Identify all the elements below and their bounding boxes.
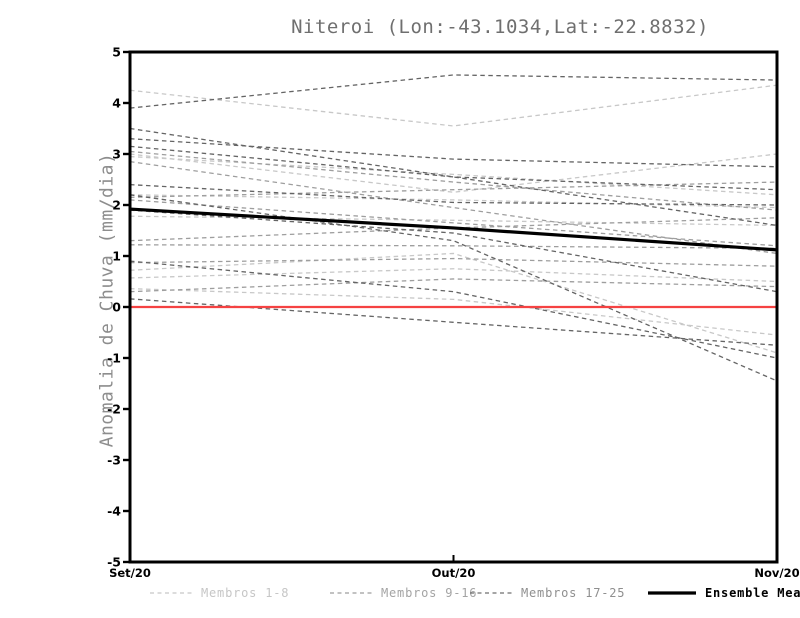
member-line-group1 [129, 287, 778, 336]
ensemble-mean-line [129, 207, 778, 252]
y-tick-label: 3 [112, 147, 121, 162]
y-tick-label: -2 [107, 402, 121, 417]
y-tick-label: 0 [112, 300, 121, 315]
legend: Membros 1-8 Membros 9-16 Membros 17-25 Ense… [0, 585, 800, 603]
y-tick-label: -3 [107, 453, 121, 468]
chart-title: Niteroi (Lon:-43.1034,Lat:-22.8832) [291, 16, 709, 38]
member-line-group1 [129, 194, 778, 209]
y-tick-label: -5 [107, 555, 121, 570]
legend-entry: Ensemble Mean [648, 585, 800, 601]
member-line-group3 [129, 183, 778, 206]
member-line-group1 [129, 155, 778, 196]
member-line-group2 [129, 244, 778, 249]
legend-dashed-line-sample [330, 592, 372, 594]
legend-label: Ensemble Mean [705, 586, 800, 600]
x-tick-label: Set/20 [109, 566, 151, 580]
legend-solid-line-sample [648, 591, 696, 595]
member-line-group2 [129, 257, 778, 267]
member-line-group2 [129, 181, 778, 198]
member-line-group3 [129, 74, 778, 109]
member-line-group3 [129, 138, 778, 168]
member-line-group1 [129, 268, 778, 283]
member-line-group3 [129, 127, 778, 227]
member-line-group3 [129, 194, 778, 382]
legend-label: Membros 17-25 [521, 586, 626, 600]
member-line-group2 [129, 161, 778, 255]
x-tick-label: Out/20 [432, 566, 476, 580]
member-line-group3 [129, 209, 778, 293]
legend-entry: Membros 1-8 [150, 585, 289, 601]
member-line-group1 [129, 252, 778, 354]
legend-dashed-line-sample [470, 592, 512, 594]
legend-entry: Membros 9-16 [330, 585, 477, 601]
y-tick-label: 4 [112, 96, 121, 111]
member-line-group2 [129, 278, 778, 293]
y-tick-label: 5 [112, 45, 121, 60]
member-line-group2 [129, 150, 778, 211]
x-tick-label: Nov/20 [754, 566, 799, 580]
member-line-group3 [129, 145, 778, 191]
legend-label: Membros 1-8 [201, 586, 290, 600]
member-line-group1 [129, 84, 778, 127]
legend-label: Membros 9-16 [381, 586, 478, 600]
y-tick-label: 2 [112, 198, 121, 213]
legend-entry: Membros 17-25 [470, 585, 625, 601]
y-tick-label: -4 [107, 504, 121, 519]
member-line-group2 [129, 199, 778, 247]
y-tick-label: -1 [107, 351, 121, 366]
y-tick-label: 1 [112, 249, 121, 264]
member-line-group3 [129, 260, 778, 359]
plot-box [128, 50, 779, 564]
legend-dashed-line-sample [150, 592, 192, 594]
